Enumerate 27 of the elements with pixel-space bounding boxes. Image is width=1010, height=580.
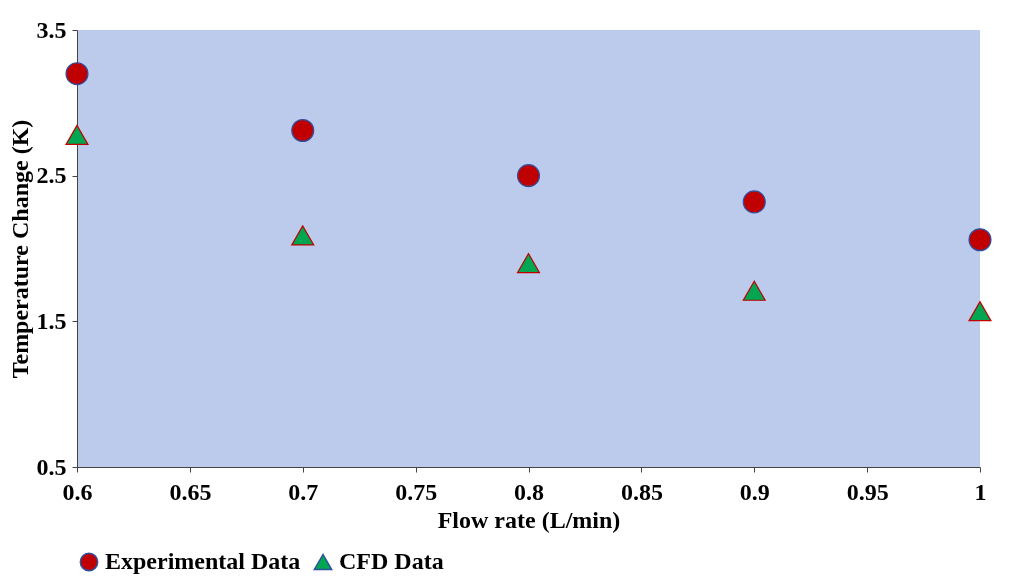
x-tick-label: 0.95	[846, 478, 889, 505]
y-tick-label: 3.5	[36, 16, 67, 43]
point	[968, 301, 992, 322]
legend-label: CFD Data	[339, 548, 444, 574]
point	[516, 164, 541, 188]
point	[65, 124, 89, 145]
x-tick-label: 0.85	[620, 478, 663, 505]
x-tick-label: 0.75	[395, 478, 438, 505]
x-tick-label: 0.8	[514, 478, 544, 505]
x-tick-label: 0.6	[62, 478, 93, 505]
legend-label: Experimental Data	[105, 548, 301, 574]
y-tick-label: 1.5	[36, 307, 67, 334]
point	[968, 228, 992, 252]
y-axis-title: Temperature Change (K)	[6, 119, 33, 379]
point	[742, 190, 766, 214]
y-tick-label: 2.5	[36, 162, 67, 189]
y-tick-label: 0.5	[36, 453, 67, 480]
point	[291, 225, 315, 246]
x-tick-label: 0.65	[169, 478, 212, 505]
x-tick-label: 0.9	[739, 478, 770, 505]
x-tick-label: 0.7	[288, 478, 319, 505]
point	[65, 62, 89, 86]
x-tick-label: 1	[974, 478, 987, 505]
point	[742, 280, 766, 301]
x-axis-title: Flow rate (L/min)	[437, 506, 621, 533]
point	[291, 118, 315, 143]
point	[516, 252, 541, 274]
